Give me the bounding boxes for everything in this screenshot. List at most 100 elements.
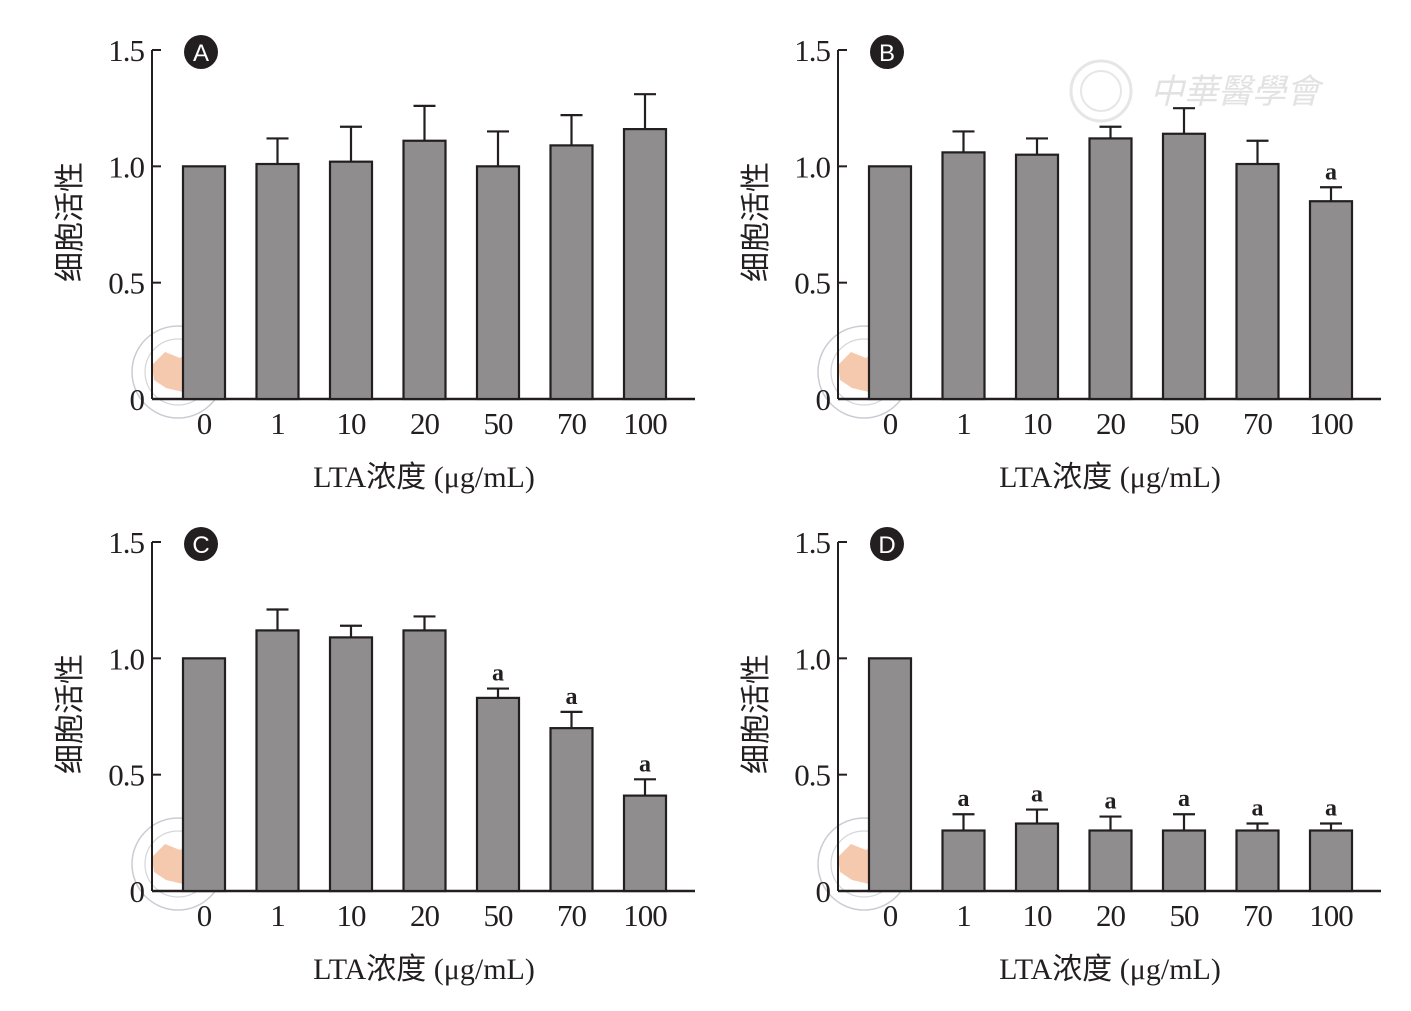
y-axis-title: 细胞活性 <box>740 162 773 282</box>
panel-badge-circle <box>870 527 904 561</box>
bar-100 <box>1308 829 1354 893</box>
y-tick-label: 1.5 <box>794 33 830 68</box>
watermark-text: 中華醫學會 <box>1150 72 1325 112</box>
significance-label: a <box>1325 796 1337 822</box>
x-axis-title: LTA浓度 (μg/mL) <box>313 953 535 986</box>
bar-20 <box>1088 137 1133 401</box>
bar-1 <box>255 629 300 893</box>
panel-badge-circle <box>870 35 904 69</box>
panel-badge-circle <box>184 35 218 69</box>
x-tick-label: 0 <box>197 406 212 441</box>
bar-70 <box>549 727 594 893</box>
association-seal-icon <box>1069 59 1133 123</box>
x-tick-label: 10 <box>337 406 367 441</box>
bar-10 <box>1014 822 1060 893</box>
y-tick-label: 1.0 <box>794 641 830 676</box>
bar-50 <box>475 696 521 893</box>
x-tick-label: 70 <box>557 406 587 441</box>
x-axis-title: LTA浓度 (μg/mL) <box>999 953 1221 986</box>
bar-10 <box>328 160 374 401</box>
panel-letter: B <box>879 40 895 67</box>
panel-label: C <box>184 527 218 561</box>
x-tick-label: 50 <box>484 406 514 441</box>
bar-0 <box>181 165 227 401</box>
x-tick-label: 50 <box>1170 898 1200 933</box>
bar-0 <box>867 657 913 893</box>
x-tick-label: 20 <box>410 406 440 441</box>
x-tick-label: 1 <box>956 898 971 933</box>
bar-0 <box>181 657 227 893</box>
panel-badge-circle <box>184 527 218 561</box>
significance-label: a <box>639 751 651 777</box>
y-tick-label: 1.5 <box>794 525 830 560</box>
x-axis-title: LTA浓度 (μg/mL) <box>313 461 535 494</box>
y-axis-title: 细胞活性 <box>740 654 773 774</box>
x-tick-label: 70 <box>1243 898 1273 933</box>
y-tick-label: 0 <box>816 382 831 417</box>
x-tick-label: 10 <box>337 898 367 933</box>
bar-0 <box>867 165 913 401</box>
significance-label: a <box>1325 159 1337 185</box>
significance-label: a <box>1252 796 1264 822</box>
y-tick-label: 0 <box>816 874 831 909</box>
bar-50 <box>1161 132 1207 401</box>
chart-panel-d: 0 0.5 1.0 1.5 0 1 a 10 a 20 a 50 a 70 a 100 a D LTA浓度 (μg/… <box>740 525 1381 986</box>
panel-label: A <box>184 35 218 69</box>
panel-letter: C <box>192 532 209 559</box>
x-tick-label: 10 <box>1023 898 1053 933</box>
y-tick-label: 1.0 <box>108 641 144 676</box>
bar-20 <box>402 139 447 401</box>
panel-letter: A <box>193 40 209 67</box>
x-tick-label: 100 <box>1309 406 1353 441</box>
bar-1 <box>941 151 986 401</box>
bar-50 <box>475 165 521 401</box>
x-tick-label: 20 <box>1096 898 1126 933</box>
watermark: 中華醫學會 <box>1069 59 1325 123</box>
x-tick-label: 1 <box>270 406 285 441</box>
bar-20 <box>1088 829 1133 893</box>
significance-label: a <box>1105 789 1117 815</box>
bar-10 <box>328 636 374 893</box>
y-tick-label: 0.5 <box>108 266 144 301</box>
y-tick-label: 0.5 <box>794 758 830 793</box>
x-tick-label: 10 <box>1023 406 1053 441</box>
significance-label: a <box>1178 786 1190 812</box>
x-tick-label: 100 <box>623 406 667 441</box>
y-tick-label: 1.5 <box>108 33 144 68</box>
y-tick-label: 0 <box>130 382 145 417</box>
y-axis-title: 细胞活性 <box>54 654 87 774</box>
x-tick-label: 70 <box>1243 406 1273 441</box>
bar-10 <box>1014 153 1060 401</box>
x-axis-title: LTA浓度 (μg/mL) <box>999 461 1221 494</box>
panel-letter: D <box>878 532 895 559</box>
x-tick-label: 50 <box>1170 406 1200 441</box>
x-tick-label: 0 <box>197 898 212 933</box>
bar-70 <box>1235 829 1280 893</box>
chart-panel-c: 0 0.5 1.0 1.5 0 1 10 20 50 a 70 a 100 a C LTA浓度 (μg/mL)… <box>54 525 695 986</box>
bar-50 <box>1161 829 1207 893</box>
x-tick-label: 20 <box>410 898 440 933</box>
x-tick-label: 100 <box>623 898 667 933</box>
y-tick-label: 0.5 <box>794 266 830 301</box>
x-tick-label: 50 <box>484 898 514 933</box>
y-axis-title: 细胞活性 <box>54 162 87 282</box>
panel-label: D <box>870 527 904 561</box>
significance-label: a <box>566 684 578 710</box>
panel-label: B <box>870 35 904 69</box>
bar-70 <box>1235 162 1280 401</box>
x-tick-label: 1 <box>270 898 285 933</box>
bar-1 <box>941 829 986 893</box>
x-tick-label: 20 <box>1096 406 1126 441</box>
y-tick-label: 1.5 <box>108 525 144 560</box>
bar-100 <box>622 128 668 401</box>
x-tick-label: 0 <box>883 898 898 933</box>
y-tick-label: 1.0 <box>794 149 830 184</box>
bar-1 <box>255 162 300 401</box>
y-tick-label: 0.5 <box>108 758 144 793</box>
bar-100 <box>1308 200 1354 401</box>
chart-panel-b: 0 0.5 1.0 1.5 0 1 10 20 50 70 100 a B LTA浓度 (μg/mL) 细胞… <box>740 33 1381 494</box>
chart-panel-a: 0 0.5 1.0 1.5 0 1 10 20 50 70 100 A LTA浓度 (μg/mL) 细胞活… <box>54 33 695 494</box>
y-tick-label: 0 <box>130 874 145 909</box>
y-tick-label: 1.0 <box>108 149 144 184</box>
